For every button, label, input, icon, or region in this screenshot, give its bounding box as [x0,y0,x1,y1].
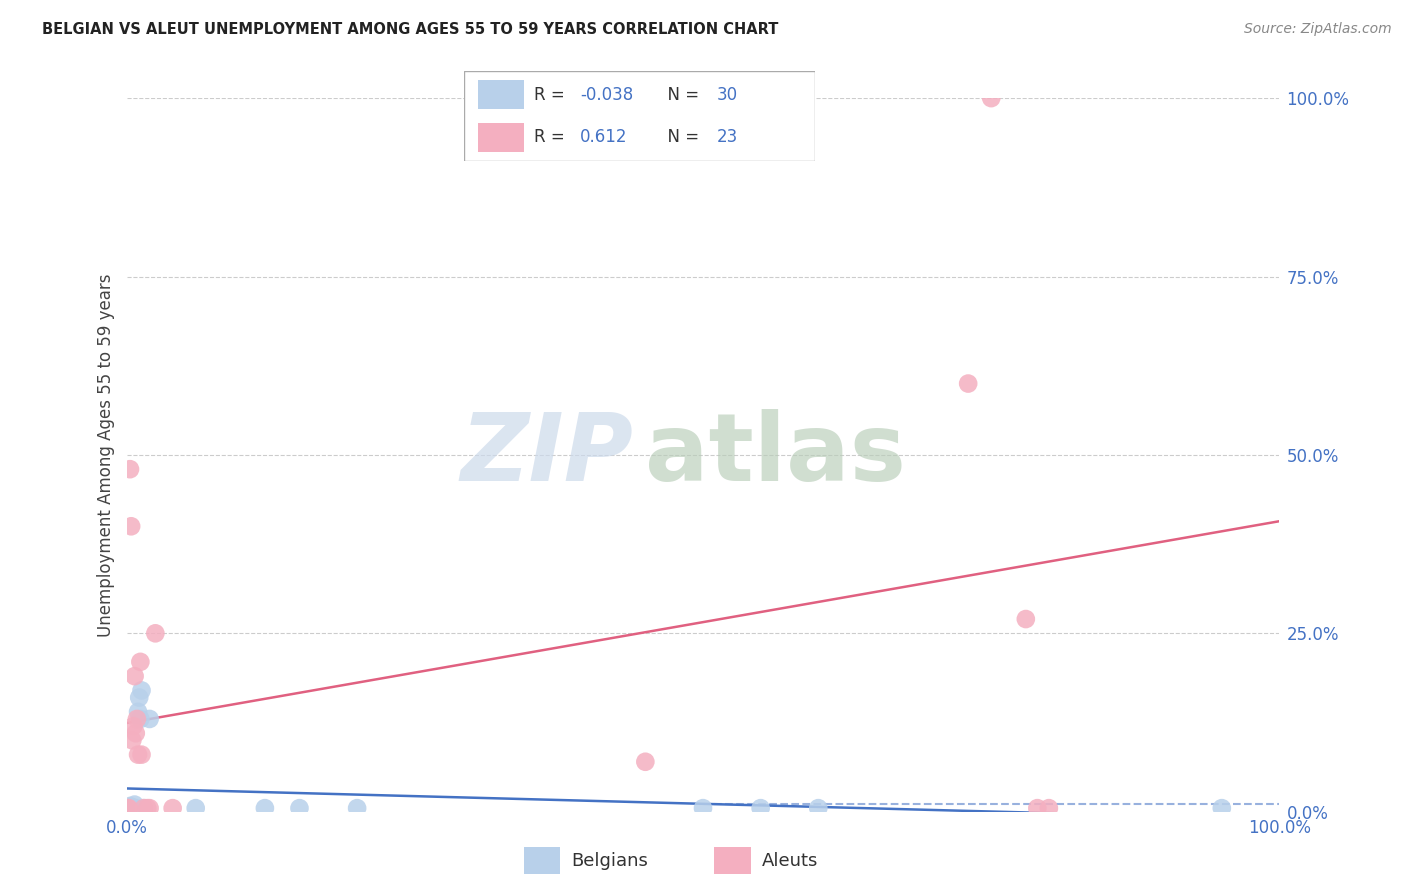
Point [125,712,148,726]
Point [138,801,160,815]
Point [692,801,714,815]
Point [1015,612,1038,626]
Point [122,801,145,815]
Point [1038,801,1060,815]
Point [121,803,143,817]
Bar [478,80,524,109]
Point [132,801,155,815]
Point [120,802,142,816]
Bar [524,847,561,874]
Text: 23: 23 [717,128,738,146]
Point [125,801,148,815]
Point [122,803,145,817]
Point [980,91,1002,105]
Point [253,801,276,815]
Point [129,655,152,669]
Point [124,797,146,812]
Point [957,376,980,391]
Text: -0.038: -0.038 [581,86,633,103]
Point [1026,801,1049,815]
Bar [478,123,524,152]
Text: BELGIAN VS ALEUT UNEMPLOYMENT AMONG AGES 55 TO 59 YEARS CORRELATION CHART: BELGIAN VS ALEUT UNEMPLOYMENT AMONG AGES… [42,22,779,37]
Point [118,462,141,476]
Text: N =: N = [658,86,704,103]
Point [129,712,152,726]
Point [127,705,149,719]
Text: Source: ZipAtlas.com: Source: ZipAtlas.com [1244,22,1392,37]
Text: R =: R = [534,86,571,103]
Point [127,747,149,762]
Point [121,804,143,818]
Point [120,519,142,533]
Text: 0.612: 0.612 [581,128,627,146]
Point [288,801,311,815]
Text: ZIP: ZIP [461,409,634,501]
Point [131,683,153,698]
Point [118,803,141,817]
Text: 30: 30 [717,86,738,103]
Point [118,801,141,815]
Point [124,669,146,683]
Point [346,801,368,815]
Point [162,801,184,815]
Point [634,755,657,769]
Point [131,747,153,762]
Point [120,803,142,817]
Point [136,801,159,815]
Point [138,712,160,726]
Text: atlas: atlas [645,409,907,501]
Point [117,803,139,817]
Y-axis label: Unemployment Among Ages 55 to 59 years: Unemployment Among Ages 55 to 59 years [97,273,115,637]
Point [145,626,166,640]
Point [118,803,141,817]
Point [125,803,148,817]
Point [127,803,149,817]
Point [118,801,141,815]
Point [184,801,207,815]
Point [124,803,146,817]
Text: R =: R = [534,128,575,146]
Point [132,801,155,815]
Text: Belgians: Belgians [571,852,648,870]
Point [121,733,143,747]
Point [1211,801,1233,815]
Point [117,801,139,815]
Point [122,719,145,733]
Point [749,801,772,815]
Bar [714,847,751,874]
Point [807,801,830,815]
Point [118,799,141,814]
Point [128,690,150,705]
Point [125,726,148,740]
Text: Aleuts: Aleuts [762,852,818,870]
Text: N =: N = [658,128,704,146]
